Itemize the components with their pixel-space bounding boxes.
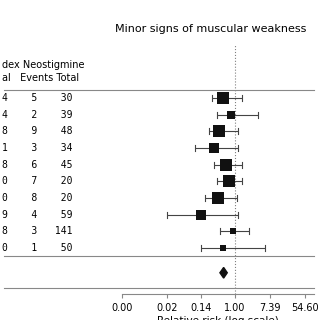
Polygon shape	[220, 268, 227, 278]
X-axis label: Relative risk (log scale): Relative risk (log scale)	[157, 316, 278, 320]
Text: 8    3   141: 8 3 141	[3, 226, 73, 236]
Text: 8    9    48: 8 9 48	[3, 126, 73, 136]
Text: al   Events Total: al Events Total	[3, 73, 80, 83]
Text: 8    6    45: 8 6 45	[3, 160, 73, 170]
Text: 9    4    59: 9 4 59	[3, 210, 73, 220]
Text: 4    2    39: 4 2 39	[3, 110, 73, 120]
Text: dex Neostigmine: dex Neostigmine	[3, 60, 85, 70]
Text: 4    5    30: 4 5 30	[3, 93, 73, 103]
Text: 0    8    20: 0 8 20	[3, 193, 73, 203]
Text: 0    1    50: 0 1 50	[3, 243, 73, 253]
Text: 1    3    34: 1 3 34	[3, 143, 73, 153]
Text: Minor signs of muscular weakness: Minor signs of muscular weakness	[115, 24, 307, 34]
Text: 0    7    20: 0 7 20	[3, 176, 73, 186]
